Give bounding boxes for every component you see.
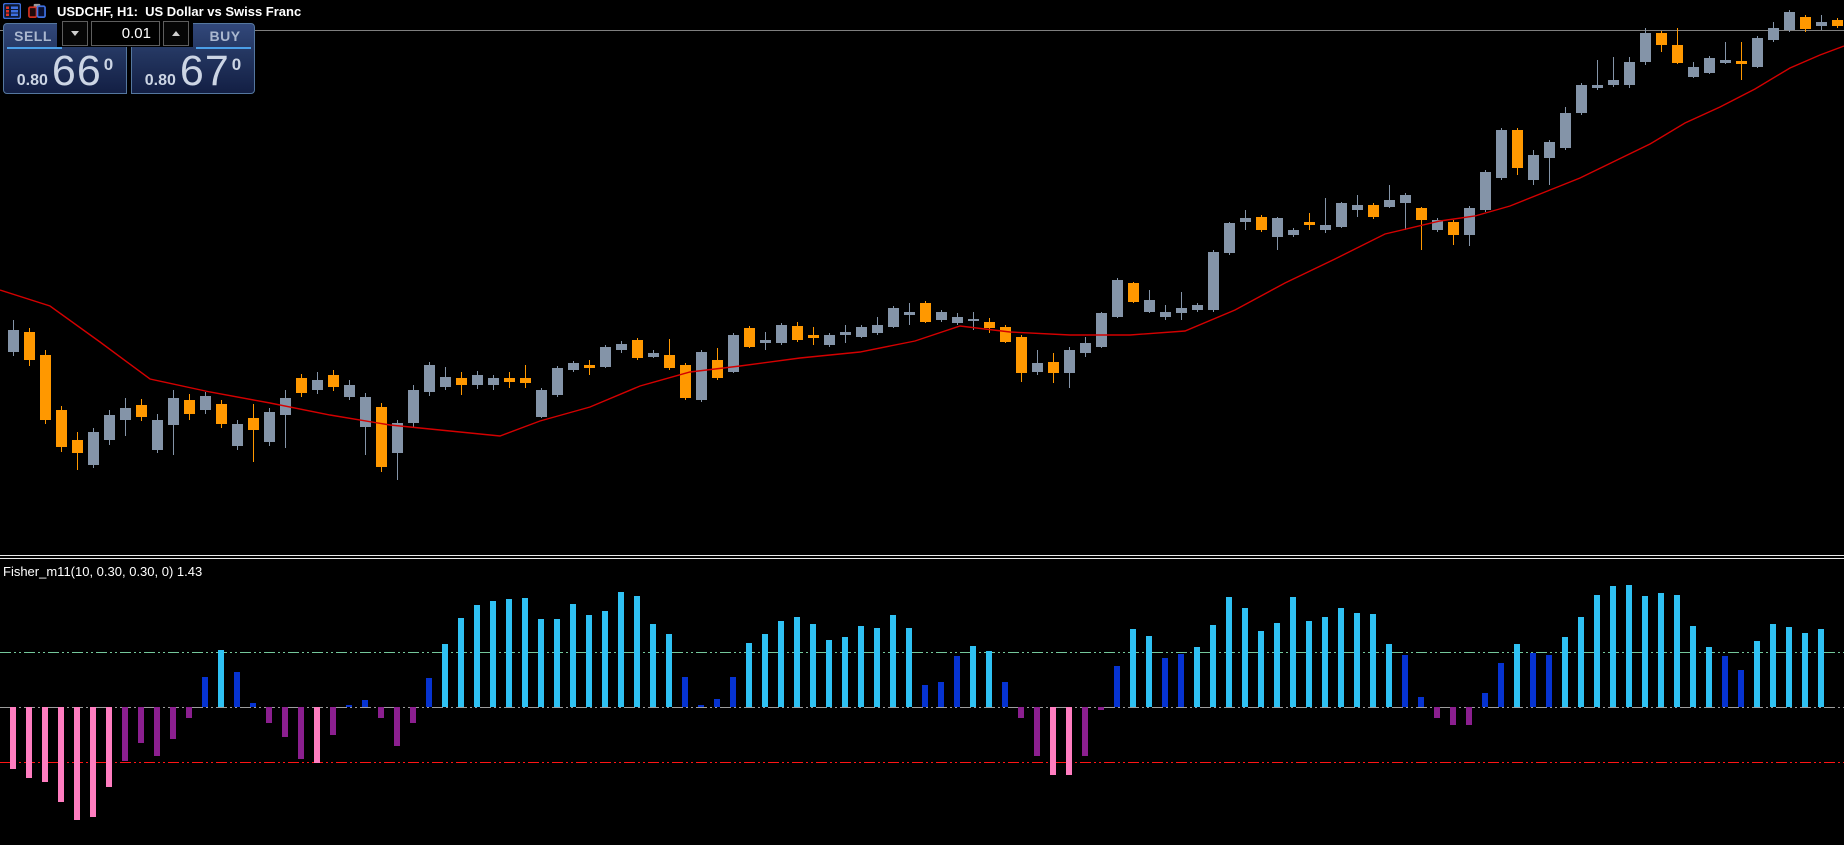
bid-price-big: 66 bbox=[51, 47, 102, 95]
ask-price-big: 67 bbox=[179, 47, 230, 95]
ask-price-pip: 0 bbox=[231, 55, 242, 74]
ask-price-prefix: 0.80 bbox=[144, 72, 176, 89]
candles bbox=[8, 10, 1843, 480]
chart-titlebar: USDCHF, H1: US Dollar vs Swiss Franc bbox=[3, 2, 301, 20]
fisher-histogram bbox=[10, 585, 1824, 820]
chart-list-icon[interactable] bbox=[3, 3, 21, 19]
buy-underline bbox=[196, 47, 251, 49]
one-click-trading-panel: SELL 0.8066 0 BUY 0.8067 0 0.01 bbox=[3, 20, 255, 94]
fisher-level-lines bbox=[0, 652, 1844, 763]
volume-spinner: 0.01 bbox=[57, 20, 193, 47]
volume-increase-button[interactable] bbox=[163, 21, 189, 46]
bid-price[interactable]: 0.8066 0 bbox=[4, 50, 126, 93]
triangle-down-icon bbox=[71, 31, 79, 36]
buy-label: BUY bbox=[209, 28, 241, 44]
sell-underline bbox=[7, 47, 62, 49]
moving-average-line bbox=[0, 45, 1844, 437]
chart-windows-icon[interactable] bbox=[28, 3, 46, 19]
ask-price[interactable]: 0.8067 0 bbox=[132, 50, 254, 93]
bid-price-pip: 0 bbox=[103, 55, 114, 74]
volume-decrease-button[interactable] bbox=[62, 21, 88, 46]
chart-title: USDCHF, H1: US Dollar vs Swiss Franc bbox=[57, 3, 302, 19]
main-chart-region[interactable] bbox=[0, 0, 1844, 554]
sell-label: SELL bbox=[14, 28, 52, 44]
volume-input[interactable]: 0.01 bbox=[91, 21, 160, 46]
bid-price-prefix: 0.80 bbox=[16, 72, 48, 89]
panel-separator bbox=[0, 555, 1844, 559]
indicator-subwindow-region[interactable] bbox=[0, 559, 1844, 845]
indicator-label: Fisher_m11(10, 0.30, 0.30, 0) 1.43 bbox=[3, 564, 203, 579]
triangle-up-icon bbox=[172, 31, 180, 36]
